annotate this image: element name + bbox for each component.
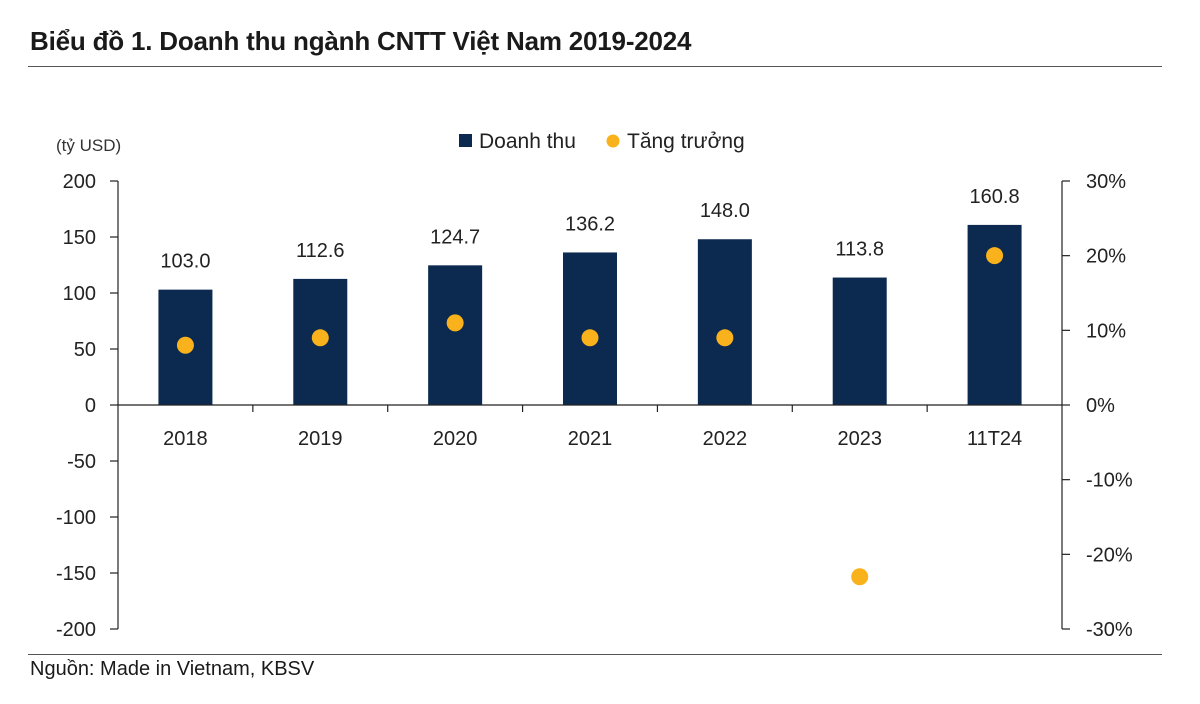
y-right-tick-label: 0% (1086, 395, 1115, 417)
legend-swatch-growth (606, 134, 620, 148)
bar-2023 (832, 277, 887, 405)
y-left-tick-label: 0 (85, 395, 96, 417)
legend-label-growth: Tăng trưởng (627, 130, 745, 153)
y-left-tick-label: 200 (63, 171, 96, 193)
bar-value-label-11T24: 160.8 (970, 186, 1020, 208)
growth-point-11T24 (986, 247, 1004, 265)
y-left-unit-label: (tỷ USD) (56, 136, 121, 155)
growth-point-2019 (311, 329, 329, 347)
bar-value-label-2022: 148.0 (700, 200, 750, 222)
y-right-tick-label: 30% (1086, 171, 1126, 193)
bar-value-label-2021: 136.2 (565, 213, 615, 235)
y-right-tick-label: -30% (1086, 619, 1133, 641)
bar-value-label-2020: 124.7 (430, 226, 480, 248)
y-left-tick-label: 150 (63, 227, 96, 249)
y-left-tick-label: 50 (74, 339, 96, 361)
bar-2020 (428, 265, 483, 405)
bar-2022 (697, 239, 752, 405)
bar-series: 103.0 112.6 124.7 136.2 148.0 113.8 160.8 (158, 186, 1022, 405)
y-right-tick-label: -10% (1086, 470, 1133, 492)
growth-point-2023 (851, 568, 869, 586)
bar-value-label-2018: 103.0 (160, 251, 210, 273)
y-right-tick-label: -20% (1086, 544, 1133, 566)
category-label-2018: 2018 (163, 428, 208, 450)
growth-point-2020 (446, 314, 464, 332)
category-label-2019: 2019 (298, 428, 343, 450)
growth-point-2022 (716, 329, 734, 347)
top-divider (28, 66, 1162, 67)
y-right-tick-label: 10% (1086, 320, 1126, 342)
category-label-2023: 2023 (837, 428, 882, 450)
growth-series (176, 247, 1004, 586)
y-left-tick-label: 100 (63, 283, 96, 305)
legend: Doanh thu Tăng trưởng (459, 130, 745, 153)
category-label-11T24: 11T24 (967, 428, 1022, 450)
y-right-tick-label: 20% (1086, 246, 1126, 268)
category-label-2022: 2022 (703, 428, 748, 450)
category-label-2021: 2021 (568, 428, 613, 450)
growth-point-2018 (176, 336, 194, 354)
category-label-2020: 2020 (433, 428, 478, 450)
growth-point-2021 (581, 329, 599, 347)
axes: 2018 2019 2020 2021 2022 2023 11T24 200 150 100 50… (56, 171, 1133, 641)
legend-swatch-revenue (459, 134, 472, 147)
bottom-divider (28, 654, 1162, 655)
bar-2021 (563, 252, 617, 405)
source-note: Nguồn: Made in Vietnam, KBSV (30, 658, 315, 680)
bar-value-label-2019: 112.6 (296, 240, 345, 262)
y-left-tick-label: -100 (56, 507, 96, 529)
y-left-tick-label: -200 (56, 619, 96, 641)
y-left-tick-label: -50 (67, 451, 96, 473)
bar-value-label-2023: 113.8 (835, 239, 884, 261)
chart-title: Biểu đồ 1. Doanh thu ngành CNTT Việt Nam… (30, 26, 692, 56)
revenue-chart: (tỷ USD) Doanh thu Tăng trưởng 103.0 112.6… (56, 130, 1133, 641)
y-left-tick-label: -150 (56, 563, 96, 585)
legend-label-revenue: Doanh thu (479, 130, 576, 153)
